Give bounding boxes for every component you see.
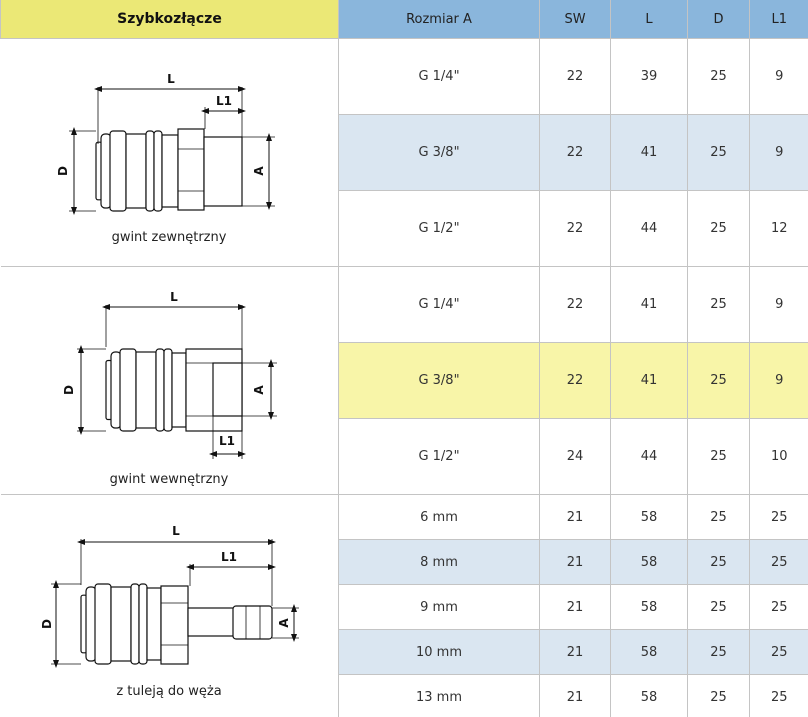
cell-sw: 22 [539,114,611,191]
cell-l1: 25 [749,584,808,630]
cell-l1: 9 [749,266,808,343]
cell-l1: 9 [749,114,808,191]
cell-l: 58 [610,539,688,585]
cell-l1: 25 [749,494,808,540]
header-row: Szybkozłącze Rozmiar A SW L D L1 [0,0,808,39]
cell-l1: 9 [749,38,808,115]
cell-l1: 9 [749,342,808,419]
cell-d: 25 [687,629,750,675]
cell-sw: 21 [539,494,611,540]
table-row: 8 mm 21 58 25 25 [1,539,808,585]
cell-size-a: G 3/8" [338,114,540,191]
cell-l: 44 [610,190,688,267]
header-product: Szybkozłącze [0,0,339,39]
dimension-label: A [252,166,266,176]
cell-sw: 22 [539,342,611,419]
cell-l: 58 [610,629,688,675]
cell-size-a: G 1/4" [338,266,540,343]
cell-sw: 21 [539,584,611,630]
cell-size-a: 8 mm [338,539,540,585]
table-row: G 3/8" 22 41 25 9 [1,342,808,419]
cell-l1: 25 [749,674,808,717]
cell-l: 44 [610,418,688,495]
cell-size-a: 13 mm [338,674,540,717]
dimension-label: L [167,72,175,86]
cell-l: 41 [610,342,688,419]
dimension-label: A [277,618,291,628]
cell-size-a: 9 mm [338,584,540,630]
drawing-caption: gwint wewnętrzny [109,472,228,487]
coupler-drawing-2: L L1 D Az tuleją do węża [40,524,299,699]
header-sw: SW [539,0,611,39]
cell-l: 39 [610,38,688,115]
cell-size-a: 10 mm [338,629,540,675]
cell-l: 58 [610,494,688,540]
cell-sw: 21 [539,674,611,717]
dimension-label: L [172,524,180,538]
cell-d: 25 [687,584,750,630]
cell-sw: 24 [539,418,611,495]
cell-d: 25 [687,190,750,267]
header-d: D [687,0,750,39]
dimension-label: L [170,290,178,304]
cell-sw: 21 [539,539,611,585]
cell-l: 41 [610,266,688,343]
header-l: L [610,0,688,39]
cell-d: 25 [687,38,750,115]
cell-sw: 22 [539,38,611,115]
table-row: 10 mm 21 58 25 25 [1,629,808,675]
header-size-a: Rozmiar A [338,0,540,39]
cell-size-a: 6 mm [338,494,540,540]
cell-sw: 22 [539,190,611,267]
header-l1: L1 [749,0,808,39]
cell-sw: 22 [539,266,611,343]
cell-l1: 12 [749,190,808,267]
cell-d: 25 [687,342,750,419]
cell-size-a: G 1/2" [338,418,540,495]
cell-l1: 25 [749,629,808,675]
dimension-label: A [252,385,266,395]
drawing-caption: gwint zewnętrzny [111,230,226,245]
cell-l1: 25 [749,539,808,585]
dimension-label: L1 [216,94,232,108]
cell-l: 58 [610,584,688,630]
cell-size-a: G 3/8" [338,342,540,419]
table-row: 9 mm 21 58 25 25 [1,584,808,630]
cell-size-a: G 1/4" [338,38,540,115]
cell-d: 25 [687,539,750,585]
cell-sw: 21 [539,629,611,675]
dimension-label: D [40,619,54,629]
dimension-label: L1 [219,434,235,448]
table-row: 13 mm 21 58 25 25 [1,674,808,717]
cell-d: 25 [687,266,750,343]
table-row: G 1/2" 22 44 25 12 [1,190,808,267]
cell-d: 25 [687,114,750,191]
dimension-label: D [56,166,70,176]
table-row: G 1/2" 24 44 25 10 [1,418,808,495]
cell-l1: 10 [749,418,808,495]
drawing-caption: z tuleją do węża [116,684,221,699]
dimension-label: D [62,385,76,395]
cell-d: 25 [687,494,750,540]
cell-size-a: G 1/2" [338,190,540,267]
cell-l: 58 [610,674,688,717]
dimension-label: L1 [221,550,237,564]
cell-d: 25 [687,418,750,495]
cell-l: 41 [610,114,688,191]
cell-d: 25 [687,674,750,717]
